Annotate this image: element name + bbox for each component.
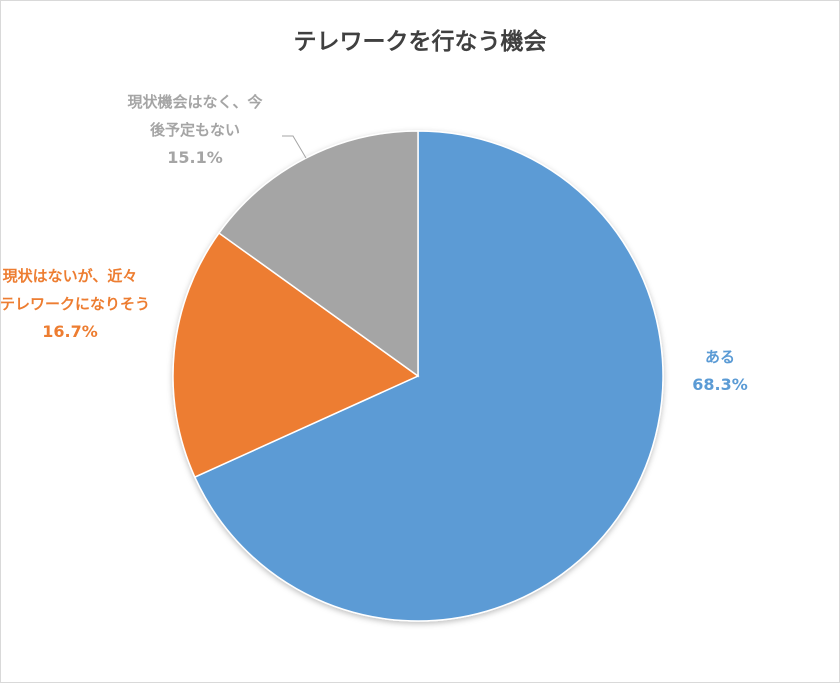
data-label-aru: ある 68.3% (640, 343, 800, 399)
data-label-text: 現状機会はなく、今 (127, 93, 263, 111)
data-label-text: ある (704, 348, 735, 366)
data-label-text: 現状はないが、近々 (2, 267, 138, 285)
data-label-soon: 現状はないが、近々 テレワークになりそう 16.7% (0, 262, 151, 346)
pie-slice-soon (172, 232, 420, 479)
data-label-percent: 16.7% (42, 322, 98, 341)
data-label-text: テレワークになりそう (0, 295, 151, 313)
data-label-percent: 68.3% (692, 375, 748, 394)
data-label-none: 現状機会はなく、今 後予定もない 15.1% (110, 88, 280, 172)
pie-slice-aru (193, 130, 664, 622)
pie-slice-none (217, 130, 419, 378)
data-label-text: 後予定もない (149, 121, 240, 139)
leader-line (282, 135, 307, 159)
data-label-percent: 15.1% (167, 148, 223, 167)
chart-title: テレワークを行なう機会 (293, 29, 547, 55)
